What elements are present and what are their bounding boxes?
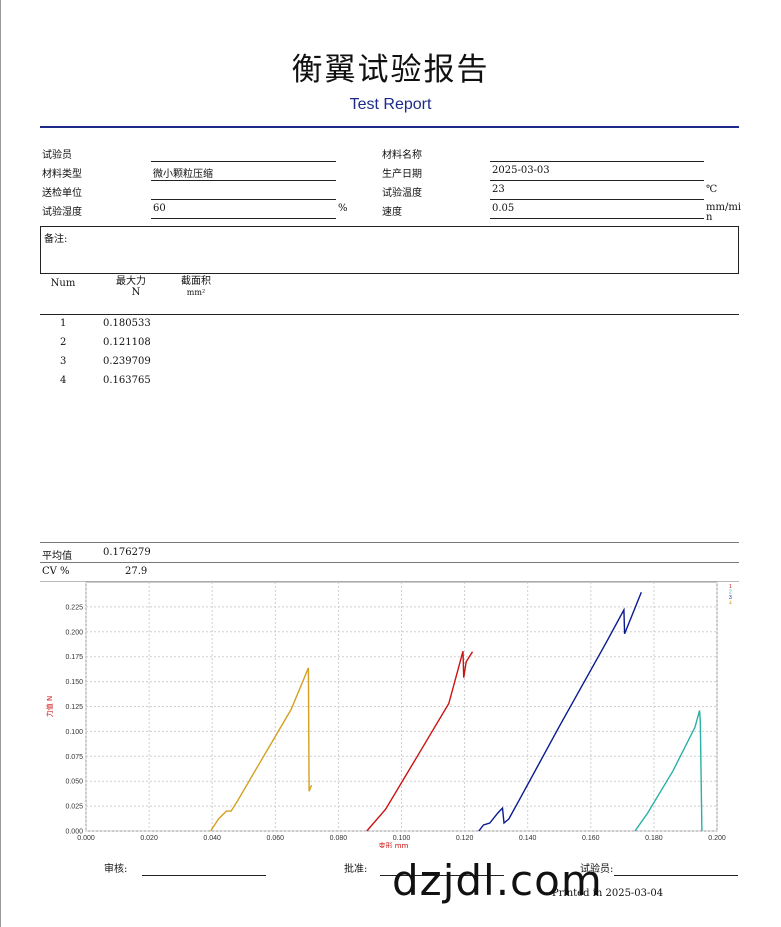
- tester-label: 试验员: [42, 150, 72, 161]
- legend-entry-2: 2: [729, 590, 732, 596]
- tester-signature-line: [614, 875, 738, 876]
- page-left-border: [0, 0, 1, 927]
- x-tick-label: 0.000: [77, 835, 95, 842]
- cv-label: CV %: [42, 566, 70, 577]
- y-tick-label: 0.000: [65, 829, 83, 836]
- row-4-max-force: 0.163765: [103, 375, 151, 386]
- material-type-underline: [151, 180, 336, 181]
- speed-unit-line2: n: [706, 212, 713, 223]
- test-temp-underline: [490, 199, 704, 200]
- header-rule: [40, 126, 739, 128]
- x-tick-label: 0.180: [645, 835, 663, 842]
- printed-date: Printed in 2025-03-04: [552, 888, 664, 899]
- summary-top-rule: [40, 542, 739, 543]
- y-tick-label: 0.125: [65, 704, 83, 711]
- y-tick-label: 0.050: [65, 779, 83, 786]
- speed-unit: mm/mi n: [706, 203, 741, 223]
- submitter-underline: [151, 199, 336, 200]
- speed-label: 速度: [382, 207, 402, 218]
- x-tick-label: 0.020: [140, 835, 158, 842]
- reviewer-signature-line: [142, 875, 266, 876]
- col-header-area: 截面积 mm²: [172, 276, 220, 298]
- force-deformation-chart: 0.000 0.020 0.040 0.060 0.080 0.100 0.120 0.140…: [45, 581, 732, 848]
- material-name-underline: [490, 161, 704, 162]
- tester-underline: [151, 161, 336, 162]
- x-tick-label: 0.040: [203, 835, 221, 842]
- legend-entry-4: 4: [729, 601, 732, 607]
- x-tick-label: 0.080: [330, 835, 348, 842]
- x-tick-label: 0.060: [267, 835, 285, 842]
- x-tick-label: 0.160: [582, 835, 600, 842]
- mean-value: 0.176279: [103, 547, 151, 558]
- watermark: dzjdl.com: [392, 856, 603, 905]
- row-1-max-force: 0.180533: [103, 318, 151, 329]
- production-date-value: 2025-03-03: [492, 165, 550, 176]
- y-tick-label: 0.025: [65, 804, 83, 811]
- humidity-value: 60: [153, 203, 166, 214]
- speed-unit-line1: mm/mi: [706, 202, 742, 213]
- col-header-max-force: 最大力 N: [108, 276, 154, 298]
- mean-label: 平均值: [42, 551, 72, 562]
- row-1-num: 1: [60, 318, 67, 329]
- legend-entry-1: 1: [729, 584, 732, 590]
- summary-mid-rule: [40, 562, 739, 563]
- col-header-area-label: 截面积: [181, 276, 211, 287]
- material-type-label: 材料类型: [42, 169, 82, 180]
- row-2-max-force: 0.121108: [103, 337, 151, 348]
- row-4-num: 4: [60, 375, 67, 386]
- humidity-label: 试验湿度: [42, 207, 82, 218]
- y-axis-label: 力值 N: [45, 696, 54, 717]
- row-3-max-force: 0.239709: [103, 356, 151, 367]
- series-line-3: [478, 592, 642, 832]
- y-tick-label: 0.150: [65, 679, 83, 686]
- test-temp-label: 试验温度: [382, 188, 422, 199]
- y-tick-label: 0.200: [65, 629, 83, 636]
- x-tick-label: 0.140: [519, 835, 537, 842]
- row-2-num: 2: [60, 337, 67, 348]
- notes-box: 备注:: [40, 226, 739, 274]
- col-header-area-unit: mm²: [186, 288, 206, 297]
- material-type-value: 微小颗粒压缩: [153, 169, 213, 180]
- report-title: 衡翼试验报告: [291, 52, 490, 88]
- tester-signature-label: 试验员:: [580, 864, 614, 875]
- col-header-max-force-unit: N: [131, 287, 141, 298]
- cv-value: 27.9: [125, 566, 148, 577]
- material-name-label: 材料名称: [382, 150, 422, 161]
- speed-underline: [490, 218, 704, 219]
- production-date-underline: [490, 180, 704, 181]
- x-tick-label: 0.200: [708, 835, 726, 842]
- y-tick-label: 0.075: [65, 754, 83, 761]
- x-tick-label: 0.120: [456, 835, 474, 842]
- test-temp-unit: ℃: [706, 184, 718, 195]
- col-header-num: Num: [50, 278, 76, 289]
- test-temp-value: 23: [492, 184, 505, 195]
- legend-entry-3: 3: [729, 595, 732, 601]
- row-3-num: 3: [60, 356, 67, 367]
- series-line-2: [634, 710, 703, 832]
- x-axis-label: 变形 mm: [379, 841, 409, 848]
- notes-label: 备注:: [44, 234, 68, 245]
- col-header-max-force-label: 最大力: [116, 276, 146, 287]
- production-date-label: 生产日期: [382, 169, 422, 180]
- series-line-4: [210, 667, 313, 832]
- reviewer-label: 审核:: [104, 864, 128, 875]
- humidity-underline: [151, 218, 336, 219]
- y-tick-label: 0.175: [65, 654, 83, 661]
- report-subtitle: Test Report: [349, 96, 432, 113]
- speed-value: 0.05: [492, 203, 515, 214]
- approver-label: 批准:: [344, 864, 368, 875]
- humidity-unit: %: [338, 203, 348, 214]
- y-tick-label: 0.100: [65, 729, 83, 736]
- approver-signature-line: [380, 875, 504, 876]
- x-tick-label: 0.100: [393, 835, 411, 842]
- series-line-1: [366, 651, 474, 832]
- y-tick-label: 0.225: [65, 604, 83, 611]
- submitter-label: 送检单位: [42, 188, 82, 199]
- table-header-rule: [40, 314, 739, 315]
